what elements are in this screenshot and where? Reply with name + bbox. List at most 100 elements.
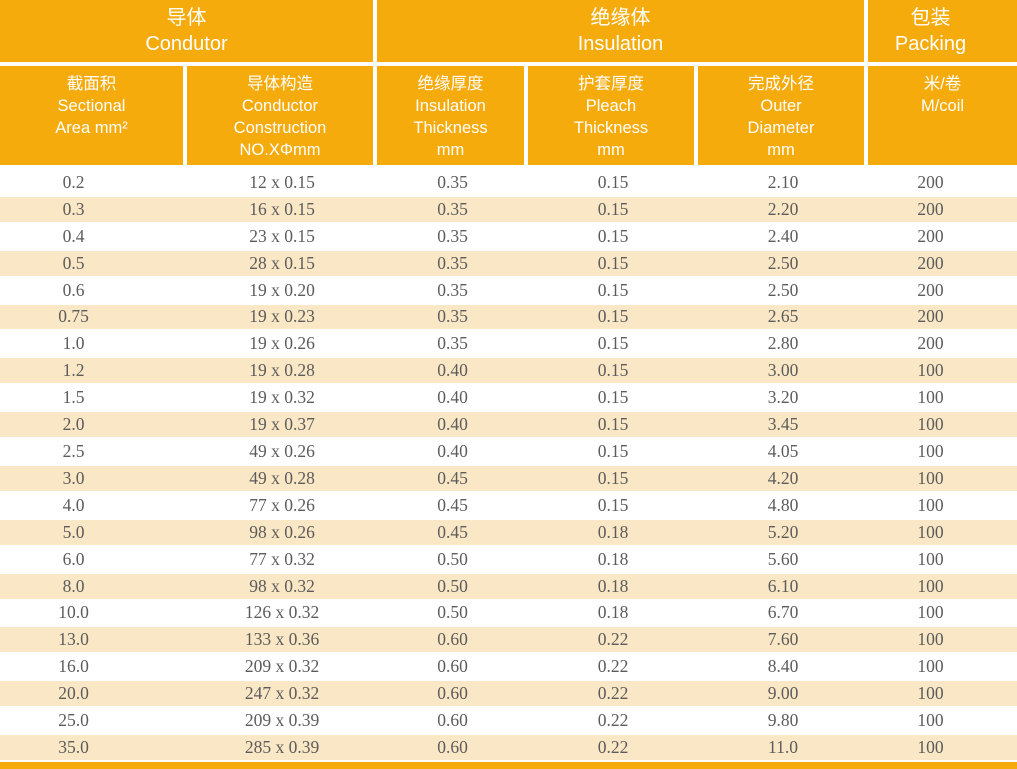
header-line: 米/卷 bbox=[923, 75, 962, 93]
spec-cell: 0.18 bbox=[597, 521, 629, 542]
spec-cell: 0.5 bbox=[62, 252, 85, 273]
spec-cell: 0.15 bbox=[597, 225, 629, 246]
column-header-meters-per-coil: 米/卷 M/coil bbox=[868, 66, 1017, 165]
spec-cell: 200 bbox=[917, 306, 944, 327]
table-row: 16.0 209 x 0.32 0.60 0.22 8.40 100 bbox=[0, 654, 1017, 679]
spec-cell: 19 x 0.28 bbox=[249, 360, 315, 381]
spec-cell: 19 x 0.23 bbox=[249, 306, 315, 327]
spec-cell: 77 x 0.26 bbox=[249, 494, 315, 515]
column-header-row: 截面积 Sectional Area mm² 导体构造 Conductor Co… bbox=[0, 66, 1017, 165]
spec-cell: 4.20 bbox=[767, 467, 799, 488]
spec-cell: 1.0 bbox=[62, 333, 85, 354]
spec-cell: 49 x 0.28 bbox=[249, 467, 315, 488]
spec-cell: 209 x 0.39 bbox=[244, 710, 320, 731]
spec-cell: 20.0 bbox=[58, 683, 89, 704]
spec-cell: 23 x 0.15 bbox=[249, 225, 315, 246]
spec-cell: 0.60 bbox=[437, 629, 468, 650]
column-header-sectional-area: 截面积 Sectional Area mm² bbox=[0, 66, 187, 165]
spec-cell: 4.80 bbox=[767, 494, 799, 515]
table-row: 3.0 49 x 0.28 0.45 0.15 4.20 100 bbox=[0, 463, 1017, 493]
spec-cell: 100 bbox=[917, 683, 944, 704]
spec-cell: 3.20 bbox=[767, 387, 799, 408]
header-line: 绝缘厚度 bbox=[417, 75, 484, 93]
spec-cell: 285 x 0.39 bbox=[244, 736, 320, 757]
spec-cell: 1.5 bbox=[62, 387, 85, 408]
group-header-conductor: 导体 Condutor bbox=[0, 0, 377, 62]
group-header-insulation-en: Insulation bbox=[577, 33, 664, 55]
spec-cell: 0.60 bbox=[437, 710, 468, 731]
spec-cell: 77 x 0.32 bbox=[249, 548, 315, 569]
spec-cell: 100 bbox=[917, 494, 944, 515]
spec-cell: 0.50 bbox=[437, 548, 468, 569]
spec-cell: 0.2 bbox=[62, 171, 85, 192]
spec-cell: 2.50 bbox=[767, 279, 799, 300]
spec-cell: 200 bbox=[917, 252, 944, 273]
spec-cell: 0.40 bbox=[437, 414, 468, 435]
spec-cell: 9.80 bbox=[767, 710, 799, 731]
spec-cell: 0.15 bbox=[597, 279, 629, 300]
spec-cell: 100 bbox=[917, 387, 944, 408]
bottom-accent-bar bbox=[0, 762, 1017, 769]
spec-cell: 6.10 bbox=[767, 575, 799, 596]
table-row: 35.0 285 x 0.39 0.60 0.22 11.0 100 bbox=[0, 733, 1017, 762]
header-line: 完成外径 bbox=[748, 75, 814, 93]
header-line: Thickness bbox=[413, 119, 488, 137]
spec-cell: 5.60 bbox=[767, 548, 799, 569]
group-header-packing-zh: 包装 bbox=[910, 7, 951, 29]
spec-cell: 2.0 bbox=[62, 414, 85, 435]
spec-cell: 200 bbox=[917, 198, 944, 219]
header-line: Outer bbox=[760, 97, 802, 115]
spec-cell: 100 bbox=[917, 656, 944, 677]
spec-cell: 2.5 bbox=[62, 441, 85, 462]
table-row: 4.0 77 x 0.26 0.45 0.15 4.80 100 bbox=[0, 493, 1017, 518]
spec-cell: 8.0 bbox=[62, 575, 85, 596]
group-header-packing-en: Packing bbox=[894, 33, 967, 55]
spec-cell: 0.60 bbox=[437, 683, 468, 704]
spec-cell: 35.0 bbox=[58, 736, 89, 757]
group-header-conductor-en: Condutor bbox=[145, 33, 228, 55]
spec-cell: 0.60 bbox=[437, 656, 468, 677]
header-line: M/coil bbox=[920, 97, 965, 115]
spec-cell: 16 x 0.15 bbox=[249, 198, 315, 219]
spec-cell: 19 x 0.37 bbox=[249, 414, 315, 435]
table-row: 2.5 49 x 0.26 0.40 0.15 4.05 100 bbox=[0, 439, 1017, 464]
spec-cell: 0.18 bbox=[597, 548, 629, 569]
spec-cell: 0.60 bbox=[437, 736, 468, 757]
spec-cell: 0.22 bbox=[597, 656, 629, 677]
spec-cell: 100 bbox=[917, 602, 944, 623]
header-line: NO.XΦmm bbox=[239, 141, 321, 159]
group-header-packing: 包装 Packing bbox=[868, 0, 1017, 62]
spec-cell: 4.05 bbox=[767, 441, 799, 462]
spec-cell: 100 bbox=[917, 629, 944, 650]
spec-cell: 0.15 bbox=[597, 252, 629, 273]
spec-cell: 2.20 bbox=[767, 198, 799, 219]
spec-cell: 11.0 bbox=[768, 736, 798, 757]
column-header-conductor-construction: 导体构造 Conductor Construction NO.XΦmm bbox=[187, 66, 377, 165]
table-row: 1.5 19 x 0.32 0.40 0.15 3.20 100 bbox=[0, 385, 1017, 410]
spec-cell: 0.15 bbox=[597, 467, 629, 488]
spec-cell: 0.40 bbox=[437, 387, 468, 408]
spec-cell: 9.00 bbox=[767, 683, 799, 704]
spec-cell: 100 bbox=[917, 736, 944, 757]
header-line: mm bbox=[767, 141, 795, 159]
table-row: 0.2 12 x 0.15 0.35 0.15 2.10 200 bbox=[0, 170, 1017, 195]
spec-cell: 12 x 0.15 bbox=[249, 171, 315, 192]
group-header-insulation-zh: 绝缘体 bbox=[590, 7, 651, 29]
header-line: 导体构造 bbox=[247, 75, 313, 93]
spec-cell: 6.70 bbox=[767, 602, 799, 623]
spec-cell: 0.35 bbox=[437, 198, 468, 219]
spec-cell: 0.4 bbox=[62, 225, 85, 246]
spec-cell: 5.0 bbox=[62, 521, 85, 542]
spec-cell: 0.15 bbox=[597, 494, 629, 515]
header-line: 护套厚度 bbox=[578, 75, 644, 93]
spec-cell: 200 bbox=[917, 225, 944, 246]
table-row: 0.6 19 x 0.20 0.35 0.15 2.50 200 bbox=[0, 278, 1017, 303]
column-header-insulation-thickness: 绝缘厚度 Insulation Thickness mm bbox=[377, 66, 528, 165]
header-line: mm bbox=[436, 141, 465, 159]
header-line: Area mm² bbox=[55, 119, 128, 137]
spec-cell: 0.15 bbox=[597, 387, 629, 408]
spec-cell: 2.40 bbox=[767, 225, 799, 246]
spec-cell: 49 x 0.26 bbox=[249, 441, 315, 462]
spec-cell: 0.22 bbox=[597, 710, 629, 731]
